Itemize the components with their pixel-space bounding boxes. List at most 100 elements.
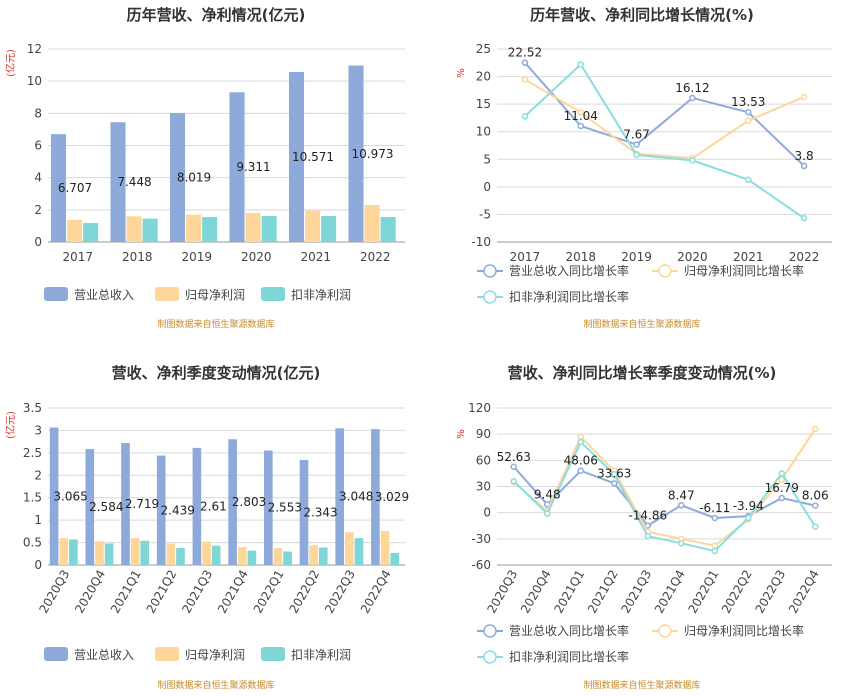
legend-label: 归母净利润同比增长率 <box>684 623 804 638</box>
bar-deducted-profit <box>176 547 185 565</box>
bar-revenue <box>49 427 59 565</box>
y-tick-label: -60 <box>471 558 491 572</box>
bar-net-profit <box>237 547 247 565</box>
legend-swatch <box>44 287 68 301</box>
y-tick-label: 0 <box>483 180 491 194</box>
bar-revenue <box>110 122 126 242</box>
data-label: 2.803 <box>232 495 266 509</box>
series-point <box>577 438 584 446</box>
data-label: 10.571 <box>292 150 334 164</box>
plot-area: -60 -30 0 30 60 90 120 2020Q32020Q42021Q12021Q2… <box>468 401 832 616</box>
quarterly-revenue-chart: 营收、净利季度变动情况(亿元) (亿元) 0 0.5 1 1.5 2 2.5 3 3.5 202… <box>4 364 409 691</box>
y-tick-label: 10 <box>476 125 491 139</box>
series-point <box>745 514 752 522</box>
chart-title: 历年营收、净利情况(亿元) <box>127 6 306 24</box>
y-tick-label: 120 <box>468 401 491 415</box>
data-label: 9.48 <box>534 487 561 501</box>
x-tick-label: 2020Q4 <box>518 568 554 616</box>
x-tick-label: 2022Q4 <box>786 568 822 616</box>
x-tick-label: 2021Q1 <box>551 568 587 616</box>
y-tick-label: 6 <box>34 139 42 153</box>
y-tick-label: 25 <box>476 42 491 56</box>
x-tick-label: 2020Q4 <box>72 568 108 616</box>
bar-revenue <box>288 71 305 242</box>
legend-label: 扣非净利润同比增长率 <box>509 649 629 664</box>
chart-title: 营收、净利季度变动情况(亿元) <box>112 364 321 382</box>
bar-net-profit <box>345 532 354 565</box>
legend-swatch <box>155 287 179 301</box>
data-label: 3.8 <box>795 149 814 163</box>
data-label: 7.67 <box>623 128 650 142</box>
x-tick-label: 2022Q4 <box>358 568 394 616</box>
y-tick-label: -5 <box>479 207 491 221</box>
series-point <box>812 502 819 509</box>
legend-label: 营业总收入同比增长率 <box>509 263 629 278</box>
bar-revenue <box>348 65 364 243</box>
plot-area: -10 -5 0 5 10 15 20 25 2017 2018 2019 2020 2021 2022 2… <box>471 42 832 264</box>
series-point <box>521 113 529 120</box>
bar-deducted-profit <box>321 215 337 242</box>
y-tick-label: 8 <box>34 106 42 120</box>
y-tick-label: 4 <box>34 171 42 185</box>
bar-net-profit <box>309 545 318 565</box>
y-tick-label: 30 <box>476 480 491 494</box>
legend-swatch <box>261 287 285 301</box>
series-point <box>644 532 651 540</box>
bar-revenue <box>229 92 245 243</box>
unit-label: % <box>456 429 467 439</box>
data-label: 2.719 <box>125 497 159 511</box>
y-tick-label: 0.5 <box>23 536 42 550</box>
series-line <box>513 440 817 553</box>
unit-label: (亿元) <box>4 49 17 77</box>
series-point <box>745 117 752 124</box>
x-tick-label: 2018 <box>122 250 153 264</box>
source-note: 制图数据来自恒生聚源数据库 <box>583 679 700 691</box>
bar-net-profit <box>364 205 380 242</box>
legend-label: 归母净利润 <box>185 288 245 302</box>
bar-net-profit <box>202 541 211 565</box>
series-point <box>633 151 640 159</box>
source-note: 制图数据来自恒生聚源数据库 <box>583 318 700 330</box>
bar-net-profit <box>273 547 283 565</box>
series-point <box>778 470 785 477</box>
bar-deducted-profit <box>318 547 328 565</box>
x-tick-label: 2022 <box>789 250 820 264</box>
bar-deducted-profit <box>104 543 114 565</box>
data-label: 3.029 <box>375 490 409 504</box>
series-line <box>513 466 816 527</box>
bar-revenue <box>85 449 95 565</box>
series-point <box>812 425 819 433</box>
data-label: 8.019 <box>177 171 211 185</box>
quarterly-growth-chart: 营收、净利同比增长率季度变动情况(%) % -60 -30 0 30 60 90 120 20… <box>456 364 832 691</box>
x-tick-label: 2020 <box>677 250 708 264</box>
series-point <box>800 215 808 222</box>
bar-deducted-profit <box>261 215 277 242</box>
x-tick-label: 2019 <box>181 250 212 264</box>
y-tick-label: 3.5 <box>23 401 42 415</box>
legend-label: 营业总收入 <box>74 648 134 662</box>
legend-swatch <box>44 647 68 661</box>
bar-deducted-profit <box>202 217 218 242</box>
series-point <box>745 176 752 183</box>
y-tick-label: 3 <box>34 423 42 437</box>
x-tick-label: 2022Q1 <box>685 568 721 616</box>
legend-marker <box>658 264 672 278</box>
legend-label: 营业总收入同比增长率 <box>509 623 629 638</box>
series-point <box>812 523 819 530</box>
series-line <box>524 78 805 160</box>
x-tick-label: 2022Q3 <box>752 568 788 616</box>
data-label: 2.343 <box>303 505 337 519</box>
series-line <box>513 428 817 547</box>
bar-deducted-profit <box>69 539 78 565</box>
source-note: 制图数据来自恒生聚源数据库 <box>157 679 274 691</box>
legend-marker <box>483 624 497 638</box>
x-tick-label: 2019 <box>621 250 652 264</box>
y-tick-label: 0 <box>34 558 42 572</box>
x-tick-label: 2021Q1 <box>108 568 144 616</box>
bar-net-profit <box>67 219 83 242</box>
bar-deducted-profit <box>247 550 257 565</box>
bar-revenue <box>371 429 380 565</box>
bar-revenue <box>50 134 67 242</box>
bar-revenue <box>299 459 309 565</box>
bar-deducted-profit <box>283 551 292 565</box>
